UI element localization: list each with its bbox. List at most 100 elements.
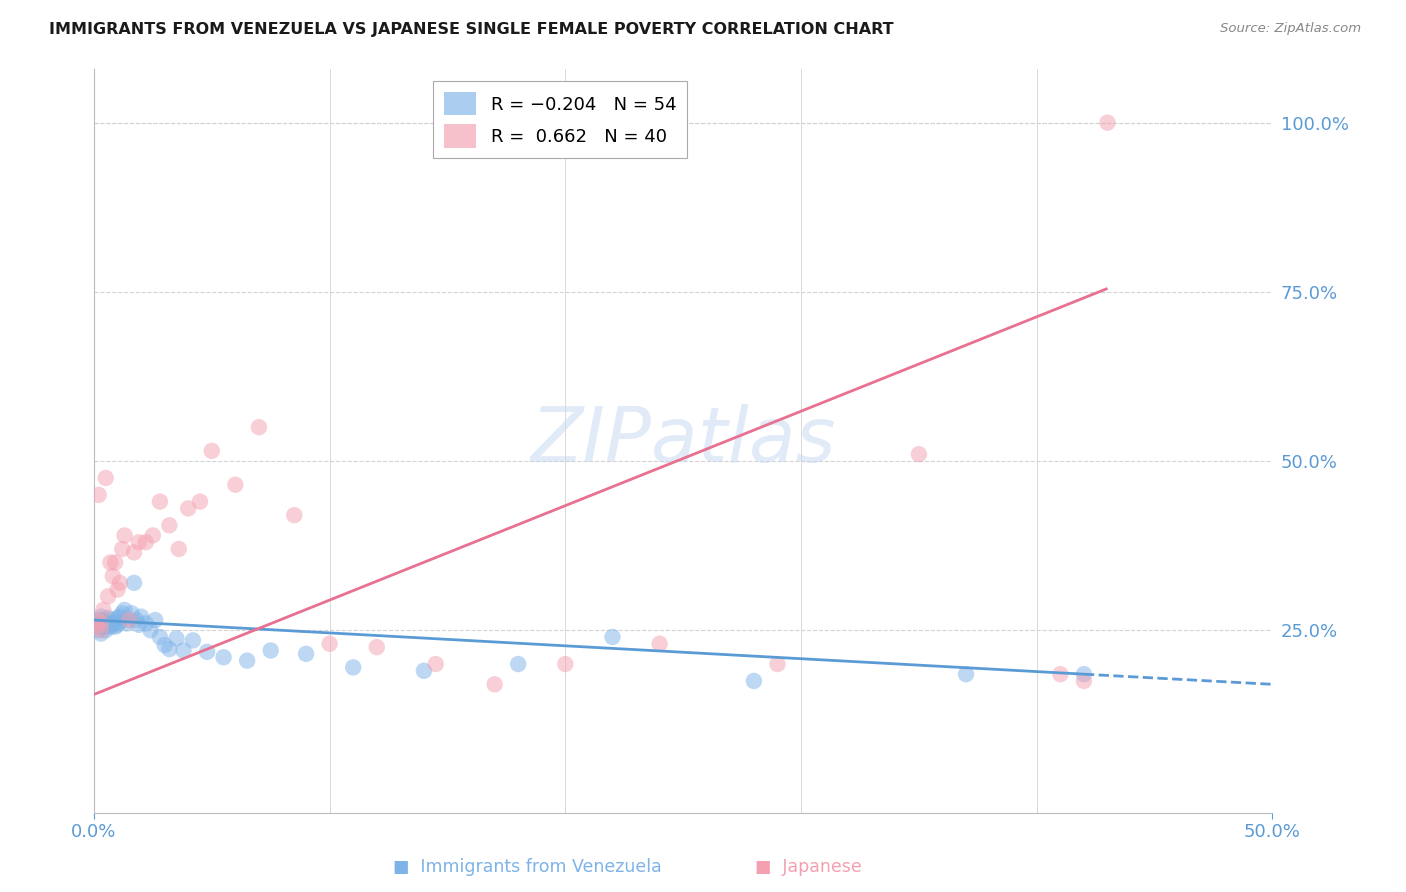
Point	[201, 443, 224, 458]
Point	[139, 623, 162, 637]
Point	[104, 556, 127, 570]
Point	[1073, 673, 1095, 688]
Point	[90, 626, 112, 640]
Point	[742, 673, 765, 688]
Point	[97, 590, 120, 604]
Point	[236, 654, 259, 668]
Point	[143, 613, 166, 627]
Point	[425, 657, 447, 671]
Legend: R = −0.204   N = 54, R =  0.662   N = 40: R = −0.204 N = 54, R = 0.662 N = 40	[433, 81, 688, 159]
Point	[87, 488, 110, 502]
Point	[908, 447, 931, 461]
Point	[94, 471, 117, 485]
Point	[153, 638, 176, 652]
Point	[104, 620, 127, 634]
Point	[1049, 667, 1071, 681]
Point	[766, 657, 789, 671]
Point	[318, 637, 340, 651]
Point	[84, 613, 107, 627]
Point	[165, 632, 187, 646]
Point	[84, 620, 107, 634]
Point	[648, 637, 671, 651]
Point	[93, 603, 115, 617]
Point	[602, 630, 624, 644]
Point	[149, 630, 172, 644]
Point	[118, 613, 141, 627]
Point	[101, 617, 124, 632]
Point	[1097, 116, 1119, 130]
Point	[128, 617, 150, 632]
Point	[295, 647, 318, 661]
Text: ZIPatlas: ZIPatlas	[530, 404, 837, 478]
Point	[128, 535, 150, 549]
Point	[114, 528, 136, 542]
Point	[484, 677, 506, 691]
Point	[108, 575, 131, 590]
Text: Source: ZipAtlas.com: Source: ZipAtlas.com	[1220, 22, 1361, 36]
Point	[188, 494, 211, 508]
Point	[93, 620, 115, 634]
Point	[94, 616, 117, 631]
Point	[108, 609, 131, 624]
Point	[90, 609, 112, 624]
Point	[107, 582, 129, 597]
Point	[122, 545, 145, 559]
Point	[114, 603, 136, 617]
Point	[366, 640, 388, 654]
Point	[97, 611, 120, 625]
Point	[107, 611, 129, 625]
Point	[87, 623, 110, 637]
Point	[413, 664, 436, 678]
Point	[955, 667, 977, 681]
Point	[181, 633, 204, 648]
Point	[157, 518, 180, 533]
Point	[111, 607, 134, 621]
Point	[129, 609, 152, 624]
Point	[101, 569, 124, 583]
Point	[212, 650, 235, 665]
Point	[1073, 667, 1095, 681]
Point	[135, 616, 157, 631]
Point	[100, 620, 122, 634]
Point	[508, 657, 530, 671]
Point	[142, 528, 165, 542]
Text: ■  Immigrants from Venezuela: ■ Immigrants from Venezuela	[392, 858, 662, 876]
Point	[157, 642, 180, 657]
Point	[195, 645, 218, 659]
Point	[118, 613, 141, 627]
Point	[111, 541, 134, 556]
Point	[100, 613, 122, 627]
Point	[87, 613, 110, 627]
Point	[135, 535, 157, 549]
Point	[104, 615, 127, 629]
Point	[125, 613, 148, 627]
Point	[94, 623, 117, 637]
Point	[90, 616, 112, 631]
Point	[554, 657, 576, 671]
Point	[115, 616, 138, 631]
Point	[167, 541, 190, 556]
Point	[342, 660, 364, 674]
Point	[283, 508, 305, 523]
Point	[224, 477, 246, 491]
Point	[149, 494, 172, 508]
Point	[93, 613, 115, 627]
Point	[247, 420, 270, 434]
Point	[108, 615, 131, 629]
Point	[100, 556, 122, 570]
Point	[260, 643, 283, 657]
Point	[177, 501, 200, 516]
Point	[121, 607, 143, 621]
Point	[107, 617, 129, 632]
Point	[84, 620, 107, 634]
Point	[90, 623, 112, 637]
Point	[90, 616, 112, 631]
Text: ■  Japanese: ■ Japanese	[755, 858, 862, 876]
Point	[84, 616, 107, 631]
Point	[122, 575, 145, 590]
Point	[173, 643, 195, 657]
Point	[101, 616, 124, 631]
Point	[97, 616, 120, 631]
Text: IMMIGRANTS FROM VENEZUELA VS JAPANESE SINGLE FEMALE POVERTY CORRELATION CHART: IMMIGRANTS FROM VENEZUELA VS JAPANESE SI…	[49, 22, 894, 37]
Point	[94, 620, 117, 634]
